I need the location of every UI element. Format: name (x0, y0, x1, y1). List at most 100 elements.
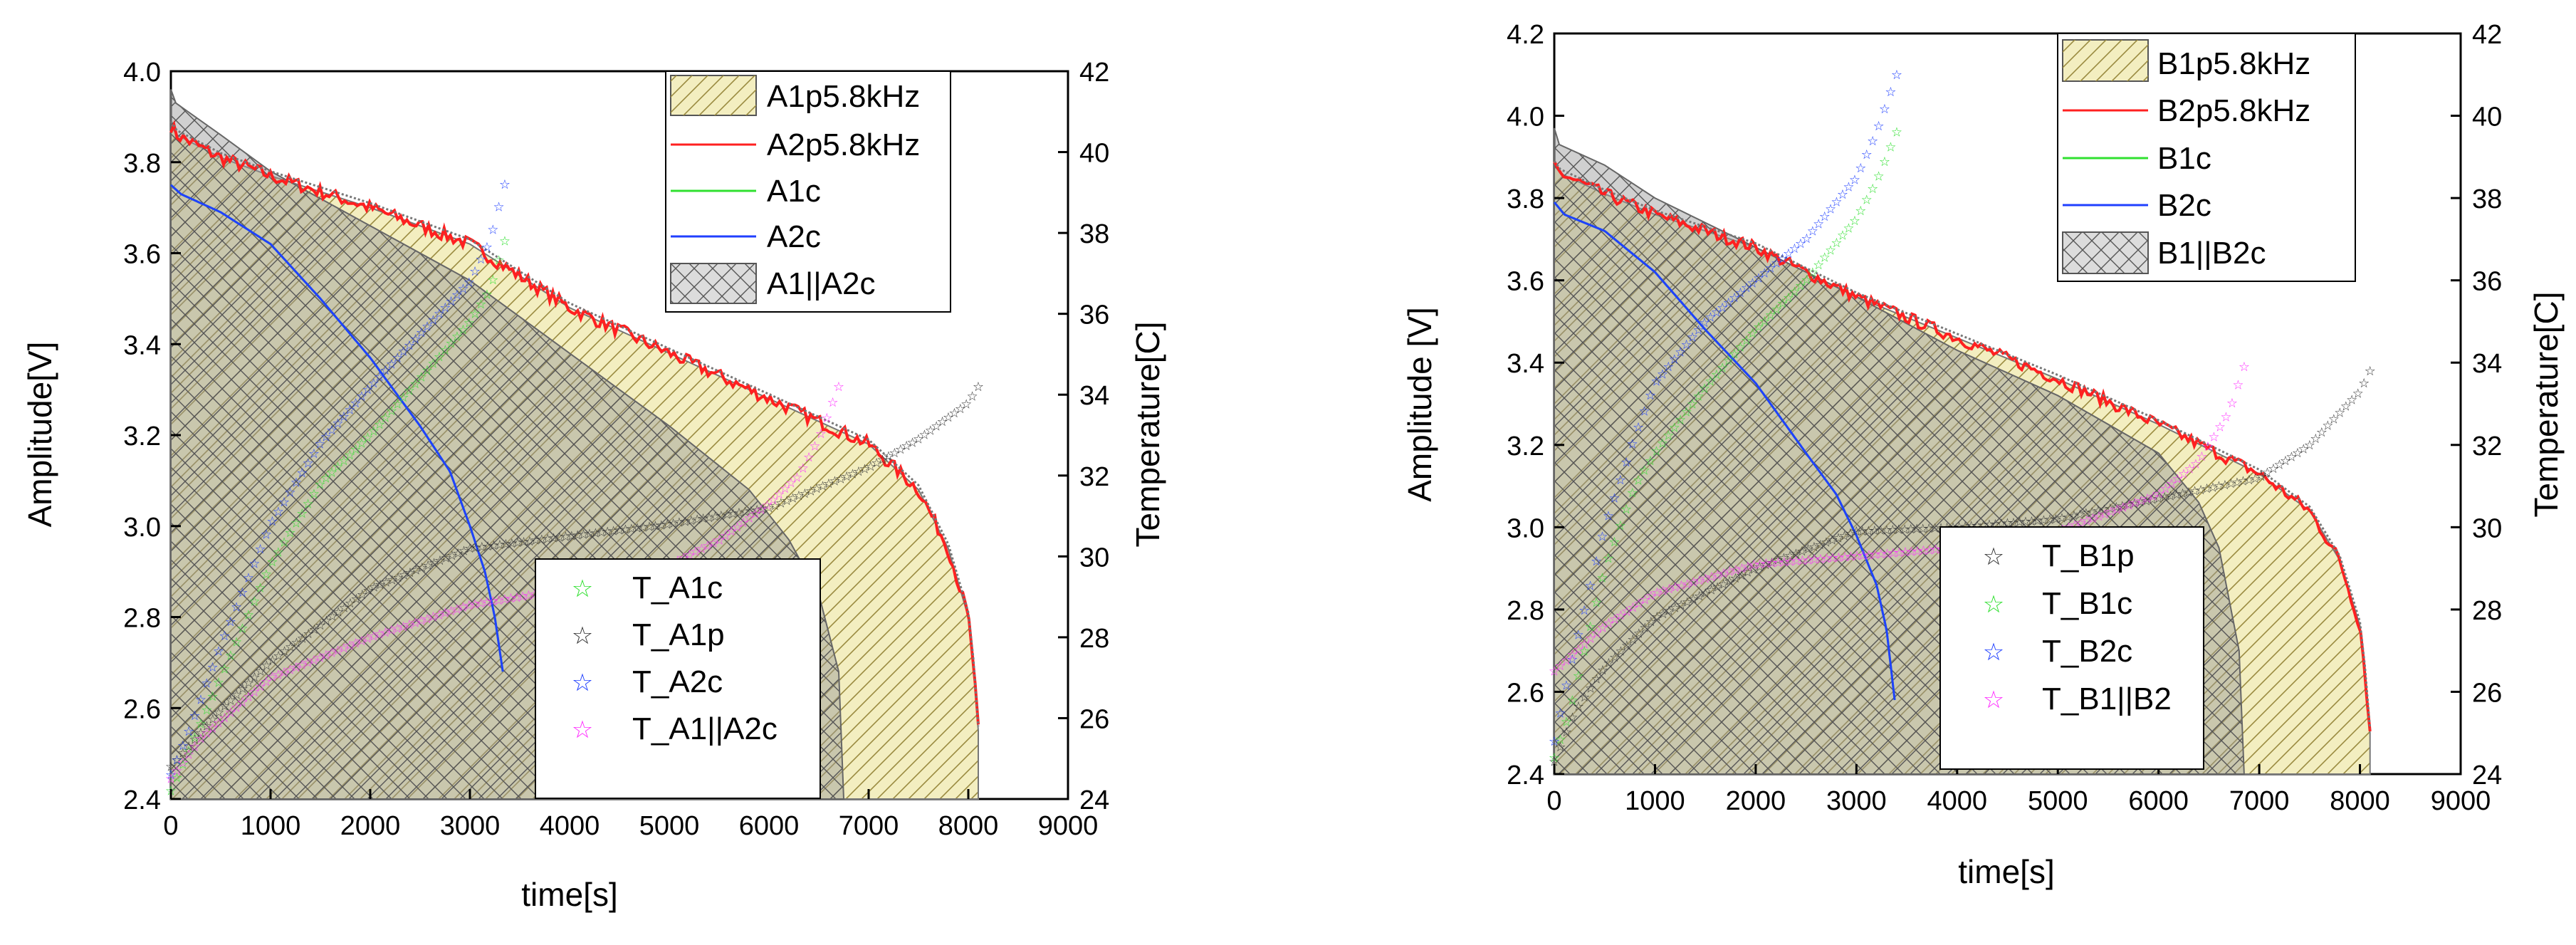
legend-entry: A1||A2c (767, 266, 876, 301)
marker-t-b2c: ☆ (1561, 679, 1572, 693)
marker-t-a1c: ☆ (231, 635, 242, 649)
marker-t-b2c: ☆ (1692, 323, 1704, 337)
marker-t-b1p: ☆ (1893, 523, 1905, 537)
marker-t-a1p: ☆ (387, 573, 398, 587)
marker-t-b2c: ☆ (1747, 276, 1758, 290)
marker-t-b1c: ☆ (1729, 347, 1740, 361)
marker-t-a1-a2c: ☆ (475, 596, 486, 610)
marker-t-b1-b2: ☆ (2117, 500, 2129, 514)
marker-t-a1c: ☆ (398, 390, 409, 404)
marker-t-b1-b2: ☆ (1573, 642, 1584, 657)
marker-t-b1p: ☆ (1790, 546, 1801, 560)
right-y-axis-label: Amplitude [V] (1401, 307, 1438, 502)
y-tick-label: 4.0 (1507, 103, 1544, 132)
marker-t-b1c: ☆ (1873, 169, 1885, 184)
marker-t-b1c: ☆ (1777, 296, 1789, 310)
marker-t-b1-b2: ☆ (1893, 545, 1905, 560)
marker-t-b2c: ☆ (1621, 455, 1632, 469)
marker-t-a1p: ☆ (482, 539, 493, 553)
marker-t-b1p: ☆ (2080, 506, 2092, 521)
marker-t-a1-a2c: ☆ (809, 439, 820, 454)
marker-t-a1p: ☆ (668, 516, 679, 531)
marker-t-b1-b2: ☆ (1808, 553, 1820, 567)
marker-t-a1c: ☆ (278, 536, 290, 550)
marker-t-a1p: ☆ (464, 541, 476, 555)
marker-t-b1p: ☆ (2020, 515, 2031, 529)
marker-t-a1c: ☆ (201, 703, 212, 717)
marker-t-b1c: ☆ (1879, 155, 1890, 169)
marker-t-b1p: ☆ (1796, 544, 1808, 558)
marker-t-a1-a2c: ☆ (833, 380, 844, 394)
marker-t-a1p: ☆ (512, 536, 523, 550)
y2-tick-label: 42 (1079, 58, 1109, 88)
marker-t-a1p: ☆ (566, 529, 577, 543)
marker-t-a2c: ☆ (236, 585, 248, 600)
marker-t-a2c: ☆ (278, 495, 290, 509)
marker-t-b1c: ☆ (1891, 125, 1902, 140)
marker-t-b1p: ☆ (1682, 595, 1693, 609)
marker-t-a1c: ☆ (464, 315, 475, 330)
marker-t-a1p: ☆ (249, 670, 261, 684)
marker-t-a1c: ☆ (326, 465, 337, 479)
y-tick-label: 3.4 (123, 330, 161, 360)
x-tick-label: 9000 (2431, 786, 2491, 816)
marker-t-a1-a2c: ☆ (303, 655, 314, 669)
marker-t-a1p: ☆ (285, 640, 296, 654)
marker-t-b1p: ☆ (2352, 387, 2364, 401)
marker-t-b1-b2: ☆ (1881, 546, 1892, 560)
marker-t-a1-a2c: ☆ (320, 648, 332, 662)
marker-t-a1p: ☆ (201, 719, 212, 733)
y-tick-label: 2.4 (1507, 761, 1544, 790)
marker-t-a1p: ☆ (716, 508, 727, 523)
marker-t-a2c: ☆ (183, 724, 194, 738)
marker-t-a1p: ☆ (841, 469, 852, 484)
marker-t-b1p: ☆ (1845, 526, 1856, 541)
marker-t-b1-b2: ☆ (2093, 509, 2105, 523)
marker-t-b1-b2: ☆ (2220, 410, 2231, 424)
x-tick-label: 7000 (2229, 786, 2290, 816)
marker-t-b1p: ☆ (1778, 551, 1789, 565)
marker-t-b1-b2: ☆ (1597, 621, 1608, 635)
marker-t-a1-a2c: ☆ (738, 516, 749, 530)
marker-t-b2c: ☆ (1789, 241, 1800, 256)
right-x-axis-label: time[s] (1958, 853, 2054, 890)
marker-t-a2c: ☆ (303, 456, 314, 471)
marker-t-b1-b2: ☆ (1900, 545, 1911, 559)
marker-t-b1p: ☆ (2316, 425, 2328, 439)
marker-t-b1p: ☆ (1754, 560, 1765, 574)
marker-t-a2c: ☆ (404, 338, 415, 353)
legend-entry: A2p5.8kHz (767, 127, 920, 162)
marker-t-a1p: ☆ (931, 419, 942, 433)
x-tick-label: 8000 (938, 811, 999, 841)
marker-t-b1-b2: ☆ (1663, 582, 1675, 596)
marker-t-b2c: ☆ (1759, 266, 1770, 281)
marker-t-a1-a2c: ☆ (487, 594, 498, 608)
marker-t-b1p: ☆ (2056, 511, 2068, 526)
marker-t-a2c: ☆ (296, 466, 308, 480)
y2-tick-label: 40 (2472, 103, 2502, 132)
x-tick-label: 1000 (241, 811, 301, 841)
legend-entry: A1p5.8kHz (767, 79, 920, 114)
marker-t-a1p: ☆ (560, 530, 571, 544)
marker-t-a1p: ☆ (578, 528, 590, 542)
marker-t-a1c: ☆ (225, 648, 236, 662)
marker-t-a1p: ☆ (649, 518, 661, 533)
marker-t-b1p: ☆ (2008, 516, 2019, 530)
marker-t-a2c: ☆ (219, 629, 230, 643)
marker-t-b1-b2: ☆ (1772, 555, 1784, 570)
marker-t-a1p: ☆ (219, 699, 231, 714)
marker-t-a1-a2c: ☆ (356, 634, 367, 648)
marker-t-a2c: ☆ (386, 357, 397, 371)
y2-tick-label: 34 (1079, 381, 1109, 411)
marker-t-a1p: ☆ (177, 746, 189, 761)
marker-t-a1p: ☆ (955, 402, 966, 416)
marker-t-b1p: ☆ (2243, 473, 2255, 487)
marker-t-b1-b2: ☆ (2226, 396, 2238, 410)
x-tick-label: 6000 (2128, 786, 2189, 816)
marker-t-b1-b2: ☆ (1712, 568, 1723, 583)
marker-t-a2c: ☆ (493, 200, 505, 214)
marker-t-a1c: ☆ (255, 580, 266, 595)
marker-t-b1c: ☆ (1861, 193, 1873, 207)
marker-t-b1c: ☆ (1705, 375, 1716, 389)
marker-t-a1c: ☆ (284, 526, 295, 540)
